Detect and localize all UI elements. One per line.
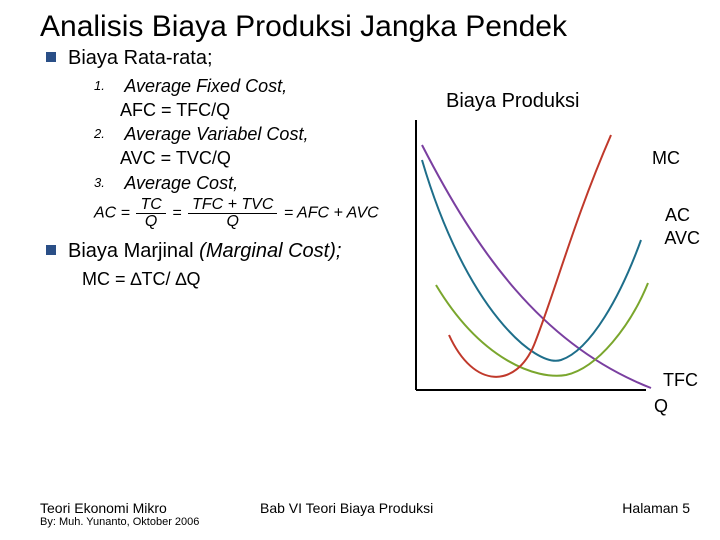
section-heading-1: Biaya Rata-rata;	[46, 47, 690, 70]
cost-curves-chart: Biaya Produksi MC AC AVC TFC Q	[386, 90, 686, 430]
label-ac: AC	[665, 205, 690, 226]
page-title: Analisis Biaya Produksi Jangka Pendek	[40, 10, 690, 45]
list-text: Average Variabel Cost,	[124, 124, 308, 144]
ac-curve	[422, 160, 641, 361]
label-tfc: TFC	[663, 370, 698, 391]
footer-byline: By: Muh. Yunanto, Oktober 2006	[40, 516, 690, 528]
list-text: Average Cost,	[124, 173, 238, 193]
bullet-icon	[46, 245, 56, 255]
label-avc: AVC	[664, 228, 700, 249]
list-number: 3.	[94, 174, 120, 192]
chart-title: Biaya Produksi	[446, 90, 579, 113]
chart-svg	[386, 90, 686, 430]
footer: Teori Ekonomi Mikro By: Muh. Yunanto, Ok…	[40, 500, 690, 528]
label-mc: MC	[652, 148, 680, 169]
tfc-curve	[422, 145, 651, 388]
list-number: 2.	[94, 125, 120, 143]
footer-page: Halaman 5	[622, 500, 690, 516]
footer-chapter: Bab VI Teori Biaya Produksi	[260, 500, 433, 516]
list-number: 1.	[94, 77, 120, 95]
list-text: Average Fixed Cost,	[124, 76, 287, 96]
label-q: Q	[654, 396, 668, 417]
bullet-icon	[46, 52, 56, 62]
